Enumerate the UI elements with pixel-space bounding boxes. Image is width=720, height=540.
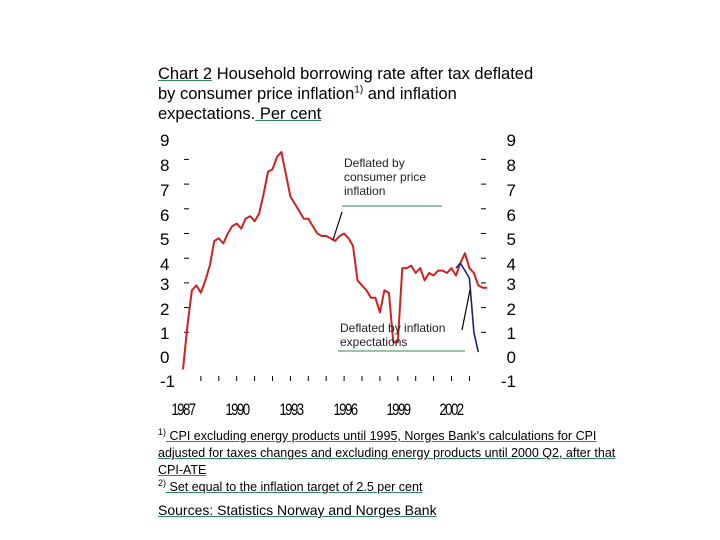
chart-title: Chart 2 Household borrowing rate after t… — [158, 64, 538, 124]
annotation-cpi: Deflated by consumer price inflation — [344, 156, 427, 198]
annotation-arrow-expectations — [461, 289, 471, 331]
y-tick-right-8: 8 — [506, 156, 516, 175]
footnote-2: 2) Set equal to the inflation target of … — [158, 477, 618, 496]
y-tick-right-1: 1 — [506, 324, 516, 343]
x-tick-1999: 1999 — [386, 400, 411, 419]
y-tick-left-9: 9 — [160, 131, 170, 150]
title-unit: Per cent — [255, 105, 322, 123]
y-tick-right-4: 4 — [506, 255, 516, 274]
sources: Sources: Statistics Norway and Norges Ba… — [158, 502, 437, 518]
title-text-part2: and inflation expectations. — [158, 85, 457, 123]
y-tick-right-minus1: -1 — [500, 372, 516, 391]
y-tick-left-minus1: -1 — [160, 372, 176, 391]
x-tick-1996: 1996 — [333, 400, 358, 419]
x-tick-1987: 1987 — [171, 400, 196, 419]
y-tick-left-4: 4 — [160, 255, 170, 274]
y-tick-right-9: 9 — [506, 131, 516, 150]
y-tick-right-2: 2 — [506, 300, 516, 319]
x-tick-1993: 1993 — [279, 400, 304, 419]
chart-number: Chart 2 — [158, 65, 213, 83]
footnote-1: 1) CPI excluding energy products until 1… — [158, 426, 618, 479]
footnote-2-mark: 2) — [158, 477, 167, 488]
series-line-cpi — [182, 151, 488, 370]
y-tick-left-5: 5 — [160, 230, 170, 249]
annotation-expectations: Deflated by inflation expectations — [340, 321, 446, 349]
x-tick-1990: 1990 — [225, 400, 250, 419]
footnote-1-text: CPI excluding energy products until 1995… — [158, 429, 616, 477]
y-tick-right-6: 6 — [506, 206, 516, 225]
y-tick-right-7: 7 — [506, 181, 516, 200]
y-tick-right-3: 3 — [506, 275, 516, 294]
y-tick-right-0: 0 — [506, 348, 516, 367]
y-tick-left-7: 7 — [160, 181, 170, 200]
footnote-1-mark: 1) — [158, 426, 167, 437]
x-tick-2002: 2002 — [439, 400, 464, 419]
y-tick-left-3: 3 — [160, 275, 170, 294]
y-tick-right-5: 5 — [506, 230, 516, 249]
annotation-arrow-cpi — [332, 211, 343, 241]
y-tick-left-6: 6 — [160, 206, 170, 225]
y-tick-left-8: 8 — [160, 156, 170, 175]
footnote-2-text: Set equal to the inflation target of 2.5… — [166, 480, 423, 494]
series-line-expectations — [455, 262, 480, 353]
title-footnote-mark: 1) — [354, 84, 364, 96]
y-tick-left-2: 2 — [160, 300, 170, 319]
title-text-part1: Household borrowing rate after tax defla… — [158, 65, 534, 103]
y-tick-left-1: 1 — [160, 324, 170, 343]
footnotes: 1) CPI excluding energy products until 1… — [158, 426, 618, 496]
y-tick-left-0: 0 — [160, 348, 170, 367]
